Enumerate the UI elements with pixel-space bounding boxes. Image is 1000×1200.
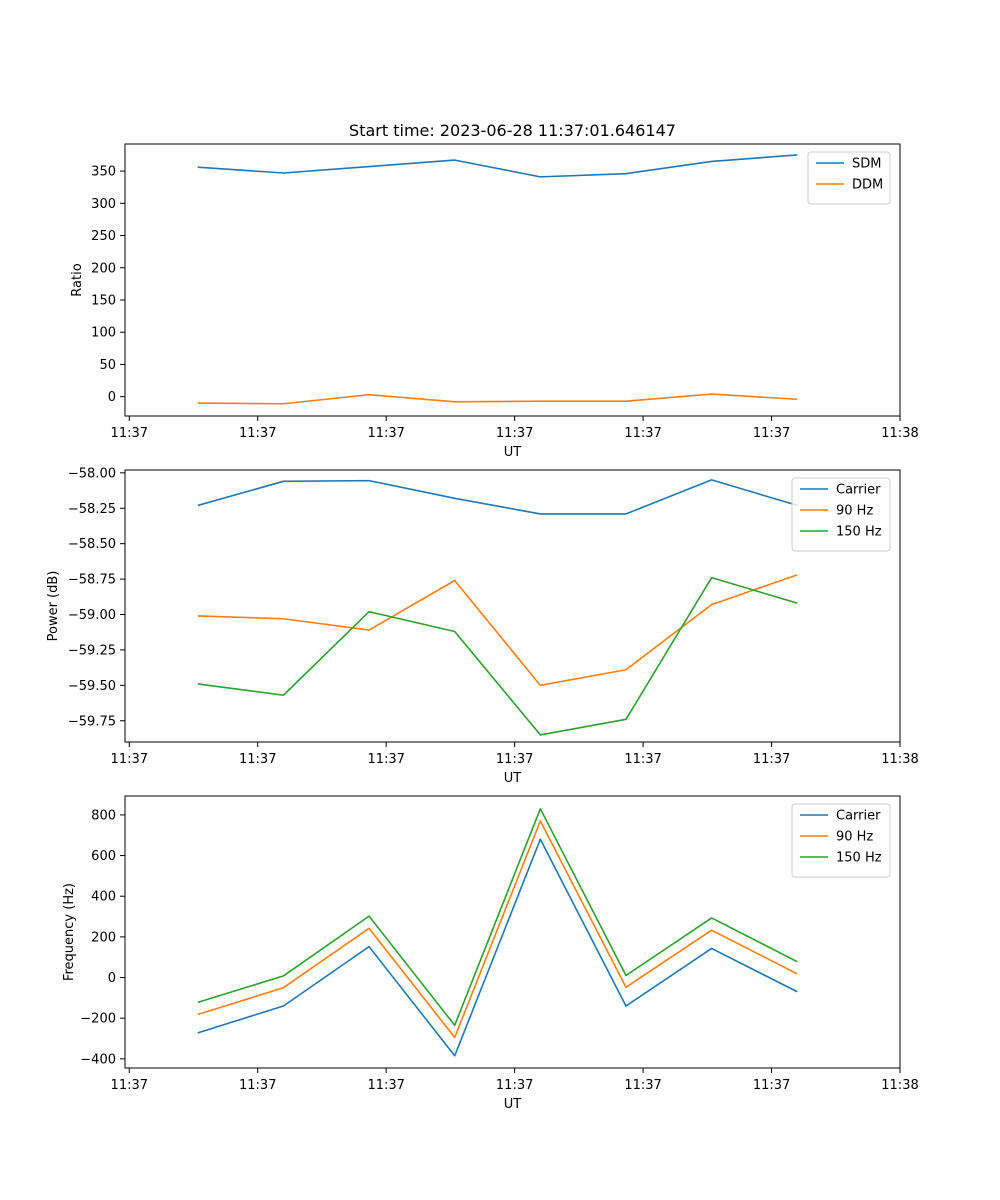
y-tick-label: 250: [91, 229, 116, 244]
y-axis-label: Power (dB): [46, 571, 61, 642]
y-tick-label: 150: [91, 293, 116, 308]
legend: Carrier 90 Hz 150 Hz: [791, 477, 891, 552]
y-tick-label: −400: [80, 1052, 116, 1067]
chart-panel-3: 11:37 11:37 11:37 11:37 11:37 11:37 11:38 −400 −…: [62, 795, 919, 1112]
series-line-ddm: [197, 393, 798, 405]
legend-entry: Carrier: [836, 809, 881, 824]
axes-frame: [124, 469, 901, 743]
x-tick-label: 11:37: [496, 752, 533, 767]
series-line-90-hz: [197, 820, 798, 1039]
x-tick-label: 11:37: [624, 752, 661, 767]
series-line-carrier: [197, 479, 798, 515]
y-tick-label: 400: [91, 890, 116, 905]
y-tick-label: −58.00: [68, 466, 116, 481]
y-tick-label: 600: [91, 849, 116, 864]
x-tick-label: 11:37: [753, 426, 790, 441]
legend-entry: DDM: [852, 178, 883, 193]
x-tick-label: 11:37: [367, 752, 404, 767]
x-axis-label: UT: [504, 771, 522, 786]
y-axis-label: Ratio: [70, 263, 85, 296]
x-tick-label: 11:37: [239, 752, 276, 767]
y-tick-label: −58.75: [68, 573, 116, 588]
x-tick-label: 11:37: [367, 1078, 404, 1093]
y-tick-label: −59.50: [68, 679, 116, 694]
legend-entry: 150 Hz: [836, 525, 882, 540]
x-tick-label: 11:37: [111, 1078, 148, 1093]
axes-frame: [124, 143, 901, 417]
legend-entry: Carrier: [836, 483, 881, 498]
x-tick-label: 11:37: [239, 426, 276, 441]
x-axis-label: UT: [504, 445, 522, 460]
y-tick-label: 800: [91, 808, 116, 823]
axes-frame: [124, 795, 901, 1069]
x-tick-label: 11:37: [111, 752, 148, 767]
y-tick-label: 0: [108, 390, 116, 405]
x-axis-label: UT: [504, 1097, 522, 1112]
chart-title: Start time: 2023-06-28 11:37:01.646147: [349, 121, 676, 140]
x-tick-label: 11:37: [753, 1078, 790, 1093]
x-tick-label: 11:37: [496, 426, 533, 441]
y-tick-label: −59.75: [68, 714, 116, 729]
series-line-150-hz: [197, 576, 798, 736]
series-line-carrier: [197, 838, 798, 1057]
y-tick-label: −58.25: [68, 502, 116, 517]
legend-entry: 90 Hz: [836, 830, 873, 845]
legend-box: [807, 151, 891, 205]
x-tick-label: 11:37: [624, 1078, 661, 1093]
legend-entry: SDM: [852, 157, 881, 172]
legend: Carrier 90 Hz 150 Hz: [791, 803, 891, 878]
chart-panel-1: 11:37 11:37 11:37 11:37 11:37 11:37 11:38 0 50 10…: [70, 121, 919, 460]
series-line-150-hz: [197, 808, 798, 1027]
x-tick-label: 11:37: [753, 752, 790, 767]
legend: SDM DDM: [807, 151, 891, 205]
y-tick-label: −59.25: [68, 643, 116, 658]
x-tick-label: 11:37: [624, 426, 661, 441]
x-tick-label: 11:37: [239, 1078, 276, 1093]
x-tick-label: 11:37: [111, 426, 148, 441]
y-tick-label: 100: [91, 326, 116, 341]
y-tick-label: 350: [91, 165, 116, 180]
y-tick-label: 200: [91, 261, 116, 276]
y-tick-label: 300: [91, 197, 116, 212]
x-tick-label: 11:38: [881, 1078, 918, 1093]
x-tick-label: 11:37: [496, 1078, 533, 1093]
y-tick-label: −200: [80, 1012, 116, 1027]
y-tick-label: 0: [108, 971, 116, 986]
y-axis-label: Frequency (Hz): [62, 883, 77, 981]
legend-box: [791, 803, 891, 878]
legend-box: [791, 477, 891, 552]
series-line-sdm: [197, 154, 798, 178]
y-tick-label: −59.00: [68, 608, 116, 623]
chart-panel-2: 11:37 11:37 11:37 11:37 11:37 11:37 11:38 −59.7…: [46, 466, 919, 786]
y-tick-label: 200: [91, 930, 116, 945]
legend-entry: 90 Hz: [836, 504, 873, 519]
y-tick-label: 50: [99, 358, 116, 373]
x-tick-label: 11:38: [881, 752, 918, 767]
series-line-90-hz: [197, 574, 798, 687]
x-tick-label: 11:38: [881, 426, 918, 441]
legend-entry: 150 Hz: [836, 851, 882, 866]
y-tick-label: −58.50: [68, 537, 116, 552]
x-tick-label: 11:37: [367, 426, 404, 441]
